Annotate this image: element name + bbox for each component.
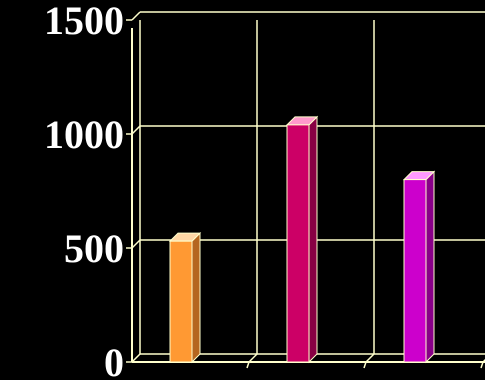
bar-side xyxy=(425,170,435,364)
x-tick-mark xyxy=(365,353,375,363)
x-tick-mark xyxy=(246,361,250,369)
bar-front xyxy=(169,240,193,363)
bar xyxy=(402,170,436,364)
y-tick-labels: 0 500 1000 1500 xyxy=(44,0,124,380)
bar xyxy=(168,231,202,364)
x-tick-mark xyxy=(482,358,485,363)
gridline-depth-connector xyxy=(131,125,141,135)
y-tick-label: 500 xyxy=(64,226,124,271)
x-tick-mark xyxy=(480,361,484,369)
bar-side xyxy=(191,231,201,364)
bars-layer xyxy=(168,115,436,364)
bar-side xyxy=(308,115,318,364)
y-tick-label: 0 xyxy=(104,340,124,380)
bar-front xyxy=(286,124,310,363)
x-tick-mark xyxy=(248,353,258,363)
x-tick-mark xyxy=(363,361,367,369)
bar xyxy=(285,115,319,364)
gridline-depth-connector xyxy=(131,11,141,21)
gridline-depth-connector xyxy=(131,353,141,363)
y-tick-label: 1000 xyxy=(44,112,124,157)
gridline-depth-connector xyxy=(131,239,141,249)
bar-front xyxy=(403,179,427,363)
y-tick-label: 1500 xyxy=(44,0,124,43)
